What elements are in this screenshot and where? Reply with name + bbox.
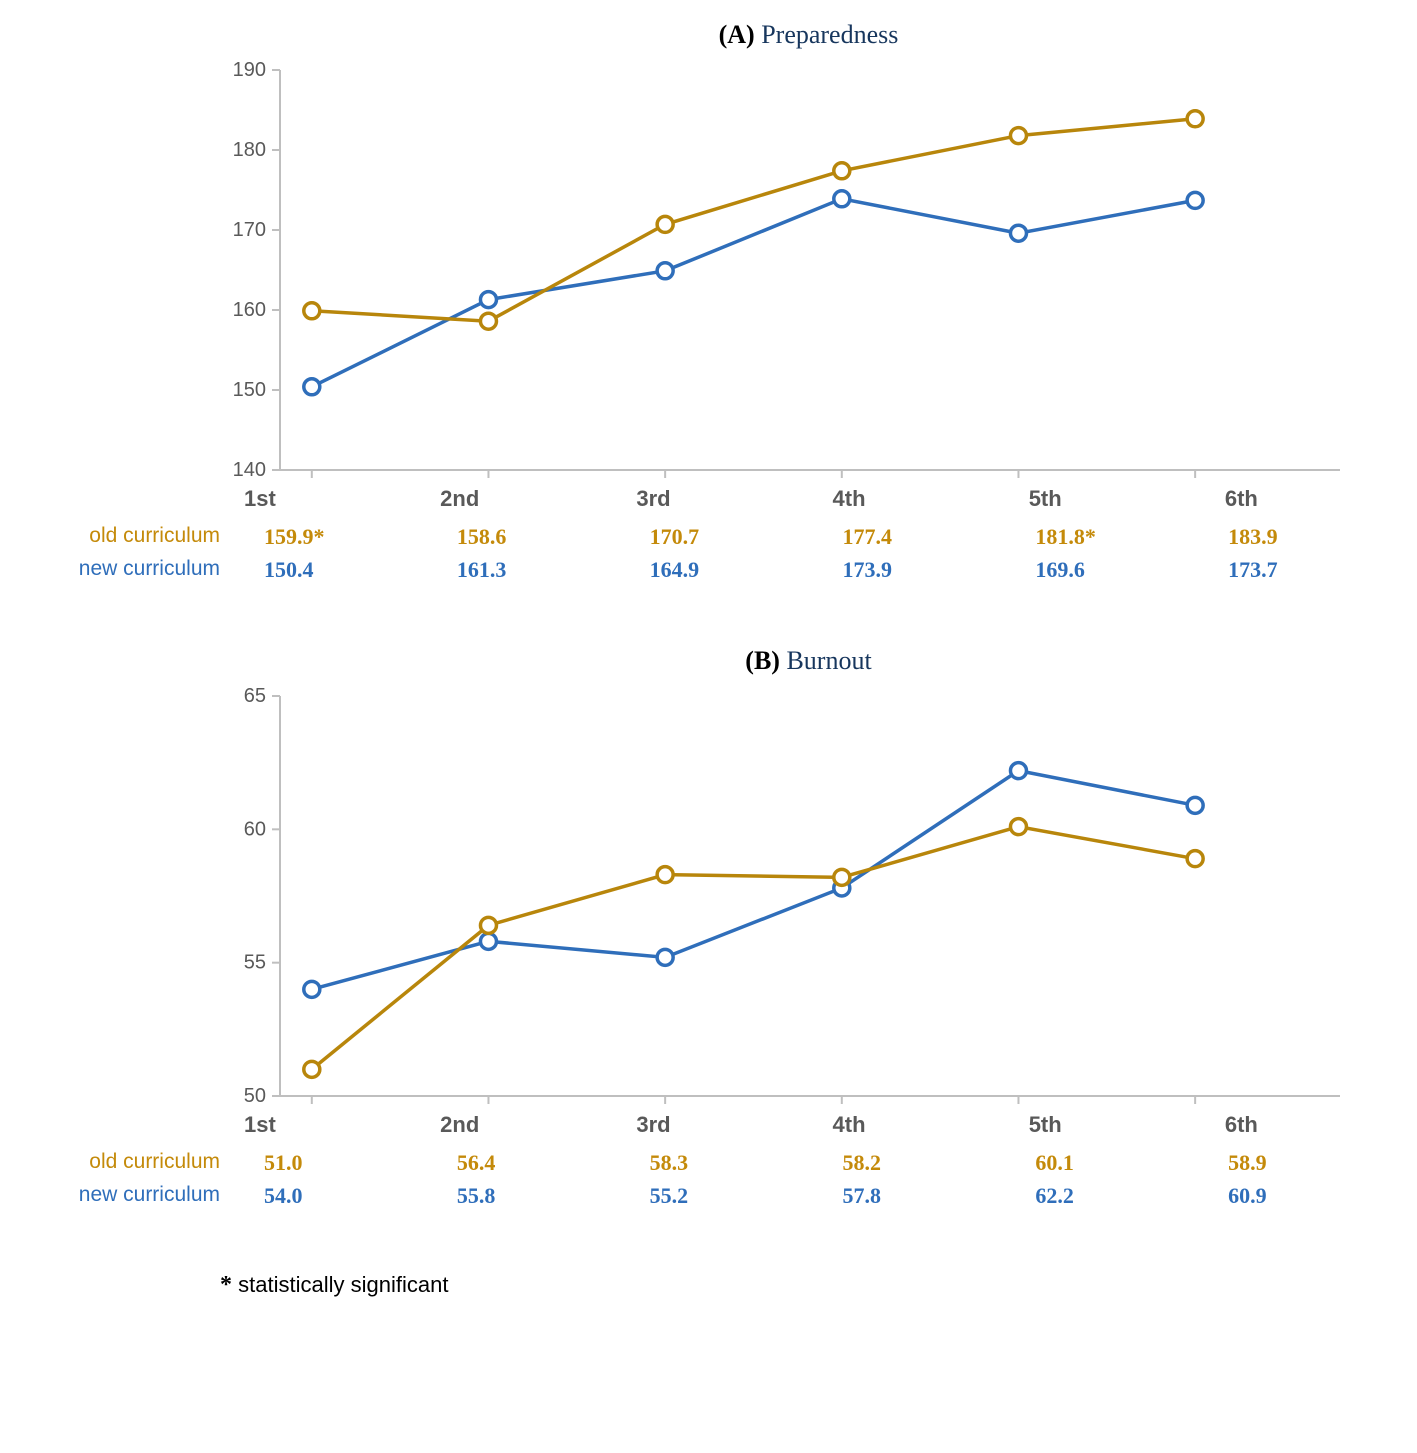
svg-text:180: 180 [233, 139, 266, 161]
x-tick-label: 5th [1005, 486, 1201, 512]
footnote-star: * [220, 1272, 232, 1298]
chart-b-title: (B) Burnout [220, 646, 1397, 676]
old-value-cell: 58.2 [818, 1146, 1011, 1179]
x-tick-label: 2nd [416, 1112, 612, 1138]
new-value-cell: 150.4 [240, 553, 433, 586]
footnote-text: statistically significant [238, 1272, 448, 1297]
chart-a-title: (A) Preparedness [220, 20, 1397, 50]
new-value-cell: 55.8 [433, 1179, 626, 1212]
svg-text:190: 190 [233, 60, 266, 81]
old-value-cell: 56.4 [433, 1146, 626, 1179]
new-value-cell: 60.9 [1204, 1179, 1397, 1212]
x-tick-label: 5th [1005, 1112, 1201, 1138]
new-value-cell: 62.2 [1011, 1179, 1204, 1212]
svg-text:150: 150 [233, 379, 266, 401]
x-tick-label: 6th [1201, 1112, 1397, 1138]
new-value-cell: 169.6 [1011, 553, 1204, 586]
new-curriculum-label: new curriculum [20, 1179, 240, 1212]
chart-a-old-row: old curriculum 159.9*158.6170.7177.4181.… [20, 520, 1397, 553]
chart-b-plot: 50 55 60 65 [220, 686, 1360, 1106]
old-curriculum-label: old curriculum [20, 520, 240, 553]
chart-a-plot: 140 150 160 170 180 190 [220, 60, 1360, 480]
chart-a-block: (A) Preparedness 140 150 160 170 180 190 1st2… [20, 20, 1397, 586]
old-value-cell: 183.9 [1204, 520, 1397, 553]
chart-a-letter: (A) [719, 20, 755, 49]
svg-text:140: 140 [233, 459, 266, 480]
old-value-cell: 51.0 [240, 1146, 433, 1179]
x-tick-label: 4th [809, 486, 1005, 512]
x-tick-label: 3rd [612, 1112, 808, 1138]
x-tick-label: 6th [1201, 486, 1397, 512]
x-tick-label: 3rd [612, 486, 808, 512]
new-curriculum-label: new curriculum [20, 553, 240, 586]
new-value-cell: 54.0 [240, 1179, 433, 1212]
old-value-cell: 60.1 [1011, 1146, 1204, 1179]
new-value-cell: 173.7 [1204, 553, 1397, 586]
svg-text:50: 50 [244, 1085, 266, 1106]
svg-text:170: 170 [233, 219, 266, 241]
new-value-cell: 57.8 [818, 1179, 1011, 1212]
new-value-cell: 164.9 [626, 553, 819, 586]
old-curriculum-label: old curriculum [20, 1146, 240, 1179]
svg-text:160: 160 [233, 299, 266, 321]
chart-b-block: (B) Burnout 50556065 1st2nd3rd4th5th6th … [20, 646, 1397, 1212]
old-value-cell: 159.9* [240, 520, 433, 553]
old-value-cell: 158.6 [433, 520, 626, 553]
chart-b-xticks: 1st2nd3rd4th5th6th [20, 1112, 1397, 1138]
x-tick-label: 2nd [416, 486, 612, 512]
old-value-cell: 177.4 [818, 520, 1011, 553]
old-value-cell: 170.7 [626, 520, 819, 553]
svg-text:65: 65 [244, 686, 266, 707]
x-tick-label: 1st [220, 486, 416, 512]
new-value-cell: 173.9 [818, 553, 1011, 586]
new-value-cell: 55.2 [626, 1179, 819, 1212]
chart-a-xticks: 1st2nd3rd4th5th6th [20, 486, 1397, 512]
chart-b-old-row: old curriculum 51.056.458.358.260.158.9 [20, 1146, 1397, 1179]
chart-a-data-table: old curriculum 159.9*158.6170.7177.4181.… [20, 520, 1397, 586]
new-value-cell: 161.3 [433, 553, 626, 586]
svg-text:60: 60 [244, 818, 266, 840]
old-value-cell: 58.3 [626, 1146, 819, 1179]
chart-b-data-table: old curriculum 51.056.458.358.260.158.9 … [20, 1146, 1397, 1212]
chart-b-new-row: new curriculum 54.055.855.257.862.260.9 [20, 1179, 1397, 1212]
chart-a-new-row: new curriculum 150.4161.3164.9173.9169.6… [20, 553, 1397, 586]
old-value-cell: 58.9 [1204, 1146, 1397, 1179]
chart-b-name: Burnout [786, 646, 871, 675]
old-value-cell: 181.8* [1011, 520, 1204, 553]
chart-a-name: Preparedness [761, 20, 898, 49]
x-tick-label: 1st [220, 1112, 416, 1138]
x-tick-label: 4th [809, 1112, 1005, 1138]
svg-text:55: 55 [244, 952, 266, 974]
footnote: * statistically significant [220, 1272, 1397, 1299]
chart-b-letter: (B) [745, 646, 780, 675]
